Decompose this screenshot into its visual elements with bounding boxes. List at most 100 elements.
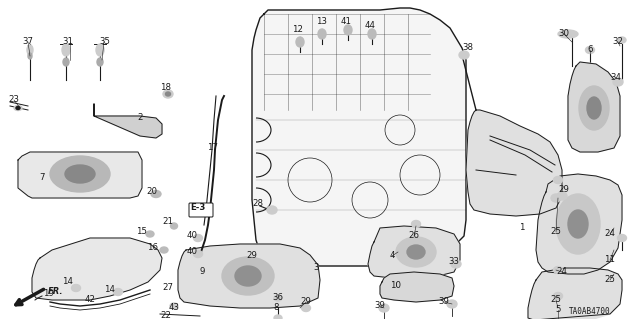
Text: 36: 36 bbox=[273, 293, 284, 302]
Text: 14: 14 bbox=[104, 286, 115, 294]
Ellipse shape bbox=[557, 192, 567, 200]
Ellipse shape bbox=[568, 210, 588, 238]
Ellipse shape bbox=[62, 44, 70, 56]
Ellipse shape bbox=[613, 78, 623, 86]
Text: 41: 41 bbox=[340, 18, 351, 26]
Text: 10: 10 bbox=[390, 281, 401, 291]
Polygon shape bbox=[528, 268, 622, 319]
Text: 40: 40 bbox=[186, 248, 198, 256]
Text: 28: 28 bbox=[253, 199, 264, 209]
Polygon shape bbox=[368, 226, 460, 278]
Ellipse shape bbox=[301, 305, 310, 311]
Ellipse shape bbox=[235, 266, 261, 286]
Text: 25: 25 bbox=[605, 276, 616, 285]
Text: 32: 32 bbox=[612, 38, 623, 47]
Text: 29: 29 bbox=[559, 186, 570, 195]
Ellipse shape bbox=[554, 176, 563, 183]
Ellipse shape bbox=[586, 47, 595, 54]
Polygon shape bbox=[94, 104, 162, 138]
Polygon shape bbox=[18, 152, 142, 198]
Ellipse shape bbox=[72, 285, 81, 292]
Ellipse shape bbox=[379, 304, 389, 312]
Text: 17: 17 bbox=[207, 144, 218, 152]
Text: 31: 31 bbox=[63, 38, 74, 47]
Ellipse shape bbox=[113, 288, 122, 295]
Ellipse shape bbox=[160, 247, 168, 253]
Ellipse shape bbox=[163, 90, 173, 98]
Ellipse shape bbox=[558, 30, 578, 38]
Text: 42: 42 bbox=[84, 295, 95, 305]
Text: 9: 9 bbox=[199, 268, 205, 277]
Ellipse shape bbox=[193, 250, 202, 257]
Ellipse shape bbox=[412, 220, 420, 227]
Text: 2: 2 bbox=[137, 114, 143, 122]
Text: 22: 22 bbox=[161, 311, 172, 319]
Ellipse shape bbox=[618, 37, 626, 43]
Text: 5: 5 bbox=[556, 306, 561, 315]
Text: 24: 24 bbox=[557, 268, 568, 277]
Text: 44: 44 bbox=[365, 21, 376, 31]
Ellipse shape bbox=[587, 97, 601, 119]
Text: TA0AB4700: TA0AB4700 bbox=[569, 308, 611, 316]
Text: 25: 25 bbox=[550, 295, 561, 305]
Polygon shape bbox=[252, 8, 466, 266]
Polygon shape bbox=[536, 174, 622, 274]
Ellipse shape bbox=[27, 45, 33, 55]
Text: 23: 23 bbox=[8, 95, 19, 105]
Text: 6: 6 bbox=[588, 46, 593, 55]
Text: 20: 20 bbox=[147, 188, 157, 197]
Text: 24: 24 bbox=[605, 229, 616, 239]
Polygon shape bbox=[568, 62, 620, 152]
Text: 4: 4 bbox=[389, 251, 395, 261]
Ellipse shape bbox=[579, 86, 609, 130]
Polygon shape bbox=[32, 238, 162, 300]
Text: FR.: FR. bbox=[48, 287, 63, 296]
Text: 1: 1 bbox=[519, 224, 525, 233]
Text: 29: 29 bbox=[301, 298, 312, 307]
Ellipse shape bbox=[96, 44, 104, 56]
Text: 30: 30 bbox=[559, 29, 570, 39]
Text: 16: 16 bbox=[147, 243, 159, 253]
Text: 26: 26 bbox=[408, 232, 419, 241]
Text: 33: 33 bbox=[449, 257, 460, 266]
Ellipse shape bbox=[451, 260, 461, 268]
Text: 29: 29 bbox=[246, 251, 257, 261]
Ellipse shape bbox=[170, 223, 177, 229]
Ellipse shape bbox=[396, 237, 436, 267]
Text: 15: 15 bbox=[136, 227, 147, 236]
Ellipse shape bbox=[368, 29, 376, 39]
Text: E-3: E-3 bbox=[190, 204, 205, 212]
Text: 12: 12 bbox=[292, 26, 303, 34]
Ellipse shape bbox=[63, 58, 69, 66]
Ellipse shape bbox=[97, 58, 103, 66]
Ellipse shape bbox=[554, 266, 563, 273]
Ellipse shape bbox=[28, 53, 32, 59]
Text: 14: 14 bbox=[63, 278, 74, 286]
Ellipse shape bbox=[556, 194, 600, 254]
Text: 18: 18 bbox=[161, 84, 172, 93]
Text: 27: 27 bbox=[163, 284, 173, 293]
Text: 25: 25 bbox=[550, 227, 561, 236]
Ellipse shape bbox=[344, 25, 352, 35]
Text: 7: 7 bbox=[39, 174, 45, 182]
Ellipse shape bbox=[50, 156, 110, 192]
Ellipse shape bbox=[274, 315, 282, 319]
Ellipse shape bbox=[459, 51, 469, 59]
Ellipse shape bbox=[65, 165, 95, 183]
Ellipse shape bbox=[146, 231, 154, 237]
Ellipse shape bbox=[222, 257, 274, 295]
Ellipse shape bbox=[447, 300, 457, 308]
Text: 39: 39 bbox=[438, 298, 449, 307]
Ellipse shape bbox=[14, 106, 22, 110]
Ellipse shape bbox=[318, 29, 326, 39]
Text: 38: 38 bbox=[463, 43, 474, 53]
Ellipse shape bbox=[274, 295, 282, 301]
Ellipse shape bbox=[193, 234, 202, 241]
Text: 19: 19 bbox=[43, 290, 53, 299]
Ellipse shape bbox=[554, 293, 563, 300]
Ellipse shape bbox=[407, 245, 425, 259]
FancyBboxPatch shape bbox=[189, 203, 213, 217]
Text: 21: 21 bbox=[163, 218, 173, 226]
Text: 3: 3 bbox=[313, 263, 319, 272]
Ellipse shape bbox=[296, 37, 304, 47]
